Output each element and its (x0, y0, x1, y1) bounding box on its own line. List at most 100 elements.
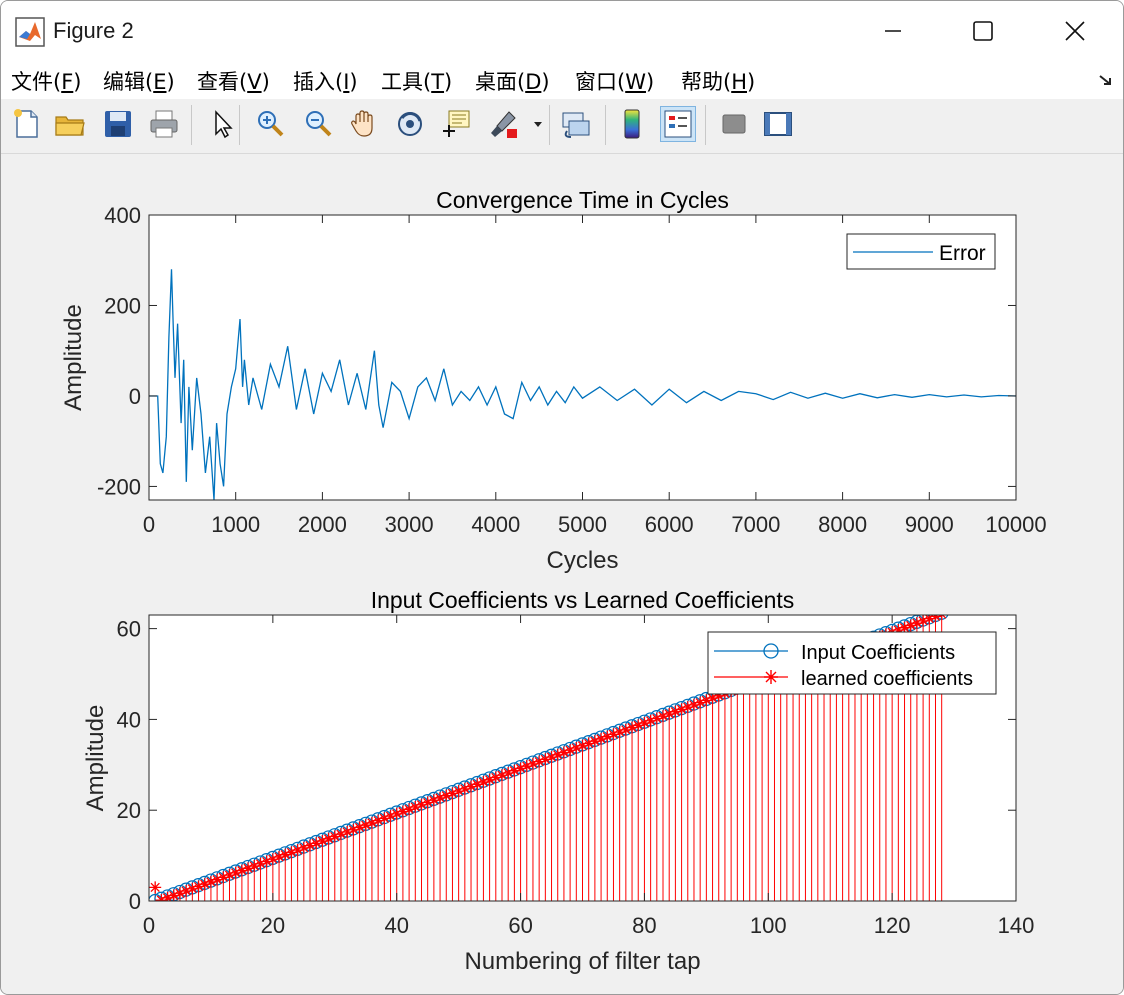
save-icon (105, 111, 131, 137)
learned-coefficient-marker (260, 855, 273, 868)
learned-coefficient-marker (328, 830, 341, 843)
x-tick-label: 8000 (818, 512, 867, 537)
menu-label: 帮助( (681, 70, 732, 94)
menu-insert[interactable]: 插入(I) (293, 66, 358, 96)
open-file-button[interactable] (53, 107, 87, 141)
toolbar-separator (191, 105, 192, 145)
brush-button[interactable] (487, 107, 521, 141)
legend-label: learned coefficients (801, 668, 973, 690)
learned-coefficient-marker (619, 723, 632, 736)
brush-dropdown-button[interactable] (531, 107, 545, 141)
learned-coefficient-marker (917, 615, 930, 627)
learned-coefficient-marker (607, 728, 620, 741)
rotate-3d-button[interactable] (393, 107, 427, 141)
legend-button[interactable] (660, 106, 696, 142)
y-tick-label: 20 (117, 798, 141, 823)
learned-coefficient-marker (167, 889, 180, 901)
learned-coefficient-marker (173, 887, 186, 900)
data-cursor-button[interactable] (439, 107, 473, 141)
select-arrow-button[interactable] (205, 107, 239, 141)
save-button[interactable] (101, 107, 135, 141)
learned-coefficient-marker (687, 698, 700, 711)
x-tick-label: 3000 (385, 512, 434, 537)
learned-coefficient-marker (663, 707, 676, 720)
minimize-button[interactable] (847, 1, 939, 61)
learned-coefficient-marker (242, 862, 255, 875)
y-tick-label: 60 (117, 617, 141, 642)
learned-coefficient-marker (254, 857, 267, 870)
window-title: Figure 2 (53, 18, 134, 43)
menu-mnemonic: E (153, 70, 167, 94)
learned-coefficient-marker (359, 819, 372, 832)
menu-mnemonic: T (431, 70, 445, 94)
learned-coefficient-marker (180, 885, 193, 898)
x-tick-label: 10000 (985, 512, 1046, 537)
menu-edit[interactable]: 编辑(E) (103, 66, 175, 96)
menu-help[interactable]: 帮助(H) (681, 66, 755, 96)
learned-coefficient-marker (929, 615, 942, 623)
link-plot-button[interactable] (559, 107, 593, 141)
menu-window[interactable]: 窗口(W) (575, 66, 654, 96)
learned-coefficient-marker (514, 762, 527, 775)
x-tick-label: 4000 (471, 512, 520, 537)
learned-coefficient-marker (334, 828, 347, 841)
x-tick-label: 140 (998, 913, 1035, 938)
x-tick-label: 9000 (905, 512, 954, 537)
learned-coefficient-marker (452, 785, 465, 798)
input-coefficient-marker (149, 893, 163, 901)
x-tick-label: 0 (143, 913, 155, 938)
menu-label: 工具( (381, 70, 432, 94)
menu-mnemonic: F (61, 70, 74, 94)
learned-coefficient-marker (898, 621, 911, 634)
learned-coefficient-marker (489, 771, 502, 784)
menu-file[interactable]: 文件(F) (11, 66, 82, 96)
learned-coefficient-marker (892, 623, 905, 636)
learned-coefficient-marker (502, 766, 515, 779)
toolbar-separator (705, 105, 706, 145)
menu-desktop[interactable]: 桌面(D) (475, 66, 550, 96)
learned-coefficient-marker (613, 726, 626, 739)
colorbar-button[interactable] (615, 107, 649, 141)
chart-title: Convergence Time in Cycles (436, 187, 729, 213)
menu-label: 编辑( (103, 70, 154, 94)
learned-coefficient-marker (192, 880, 205, 893)
pan-hand-button[interactable] (347, 107, 381, 141)
menu-label: 插入( (293, 70, 344, 94)
y-tick-label: 400 (104, 203, 141, 228)
minimize-icon (885, 30, 901, 32)
x-tick-label: 1000 (211, 512, 260, 537)
learned-coefficient-marker (576, 739, 589, 752)
dock-arrow-icon[interactable] (1097, 73, 1115, 89)
learned-coefficient-marker (526, 757, 539, 770)
x-tick-label: 0 (143, 512, 155, 537)
zoom-out-button[interactable] (301, 107, 335, 141)
title-bar[interactable]: Figure 2 (1, 1, 1123, 61)
maximize-button[interactable] (937, 1, 1029, 61)
learned-coefficient-marker (508, 764, 521, 777)
print-button[interactable] (147, 107, 181, 141)
close-button[interactable] (1029, 1, 1121, 61)
hide-plot-tools-button[interactable] (717, 107, 751, 141)
x-tick-label: 20 (261, 913, 285, 938)
learned-coefficient-marker (937, 615, 947, 621)
menu-label: 文件( (11, 70, 62, 94)
x-tick-label: 120 (874, 913, 911, 938)
rotate-3d-icon (398, 112, 422, 136)
learned-coefficient-marker (551, 748, 564, 761)
learned-coefficient-marker (353, 821, 366, 834)
learned-coefficient-marker (390, 807, 403, 820)
menu-suffix: ) (541, 70, 550, 94)
menu-mnemonic: W (625, 70, 646, 94)
menu-view[interactable]: 查看(V) (197, 66, 270, 96)
menu-suffix: ) (166, 70, 175, 94)
zoom-in-button[interactable] (253, 107, 287, 141)
plot-area (149, 269, 1016, 500)
learned-coefficient-marker (285, 846, 298, 859)
menu-suffix: ) (73, 70, 82, 94)
open-file-icon (55, 116, 85, 136)
print-icon (150, 110, 178, 138)
show-plot-tools-button[interactable] (761, 107, 795, 141)
new-figure-button[interactable] (9, 107, 43, 141)
hide-plot-tools-icon (722, 114, 746, 134)
menu-tools[interactable]: 工具(T) (381, 66, 452, 96)
